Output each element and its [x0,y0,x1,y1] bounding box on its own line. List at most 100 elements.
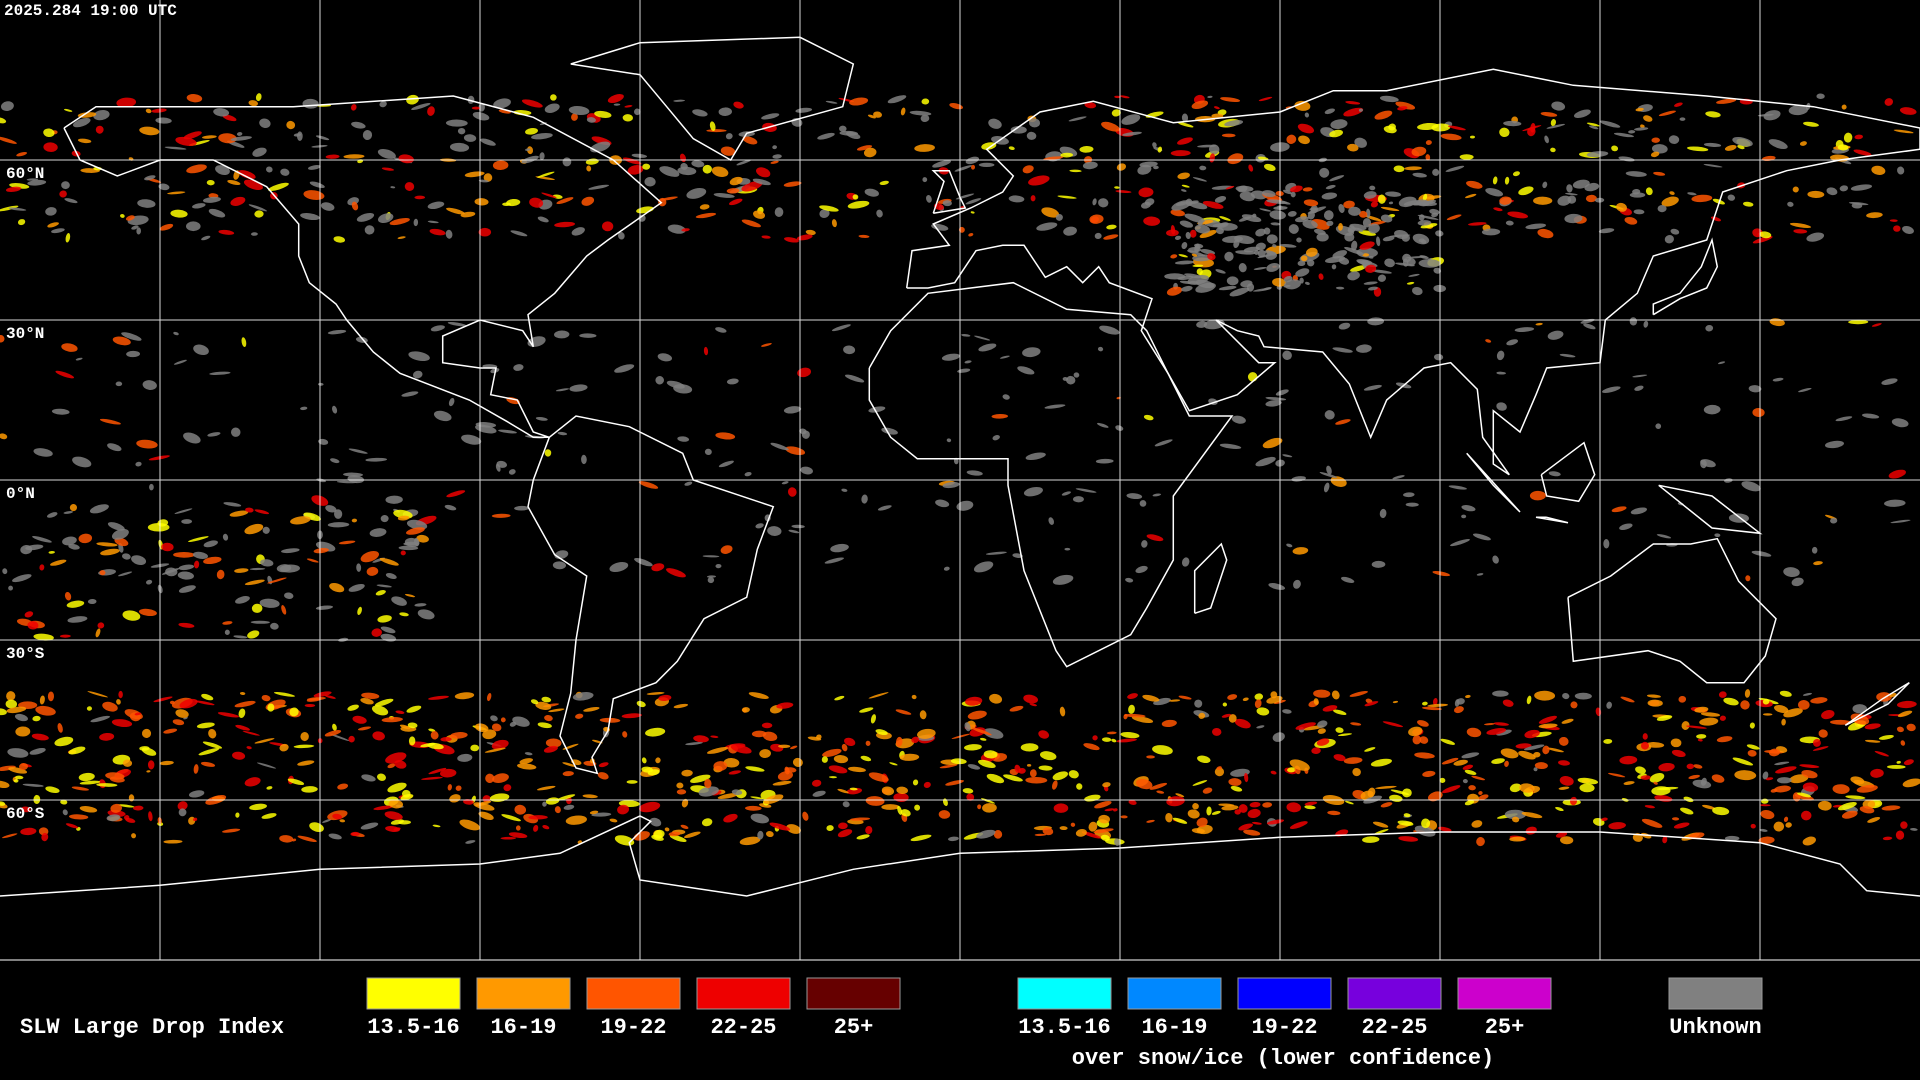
cloud-patch [1818,729,1828,738]
cloud-patch [1679,117,1686,121]
cloud-patch [1363,191,1377,199]
cloud-patch [66,600,85,608]
cloud-patch [1372,269,1392,274]
cloud-patch [1388,123,1396,131]
cloud-patch [588,184,609,190]
cloud-patch [1438,826,1452,832]
cloud-patch [1026,764,1032,767]
legend-swatch [1347,977,1442,1010]
coastlines [0,36,1920,897]
cloud-patch [711,166,729,177]
cloud-patch [1368,223,1380,234]
cloud-patch [169,700,175,705]
cloud-patch [1661,196,1679,207]
cloud-patch [65,233,71,243]
cloud-patch [1566,184,1573,193]
cloud-patch [107,522,125,531]
cloud-patch [1014,764,1021,773]
cloud-patch [550,94,557,101]
cloud-patch [1546,747,1564,753]
cloud-patch [1227,694,1238,700]
cloud-patch [1774,761,1790,766]
cloud-patch [1221,133,1236,138]
cloud-patch [1029,703,1037,707]
cloud-patch [112,336,131,346]
cloud-patch [1559,776,1574,786]
cloud-patch [1577,777,1599,785]
cloud-patch [380,515,389,523]
cloud-patch [1191,253,1198,257]
cloud-patch [1296,237,1302,243]
cloud-patch [20,806,31,813]
cloud-patch [1380,214,1393,223]
cloud-patch [33,633,54,641]
cloud-patch [385,826,400,832]
cloud-patch [819,208,830,218]
cloud-patch [1305,247,1318,257]
cloud-patch [131,225,139,230]
cloud-patch [521,99,543,108]
cloud-patch [767,526,782,536]
cloud-patch [1286,802,1302,813]
cloud-patch [1608,822,1626,830]
cloud-patch [1647,699,1663,707]
cloud-patch [1620,696,1635,703]
cloud-patch [1224,251,1234,262]
cloud-patch [87,691,108,698]
cloud-patch [120,214,125,218]
cloud-patch [64,108,73,112]
cloud-patch [99,732,115,741]
cloud-patch [1270,222,1281,226]
cloud-patch [1878,735,1894,740]
cloud-patch [1023,486,1043,497]
cloud-patch [1542,181,1548,189]
cloud-patch [357,606,362,615]
cloud-patch [752,178,771,186]
cloud-patch [12,574,32,583]
cloud-patch [1611,506,1627,513]
cloud-patch [1445,165,1465,172]
cloud-patch [594,110,612,118]
cloud-patch [1265,251,1278,260]
cloud-patch [1376,236,1381,247]
cloud-patch [911,694,917,700]
cloud-patch [1374,828,1389,835]
cloud-patch [261,813,277,819]
cloud-patch [234,568,249,573]
cloud-patch [856,834,870,840]
cloud-patch [1218,285,1237,291]
cloud-patch [1003,774,1023,782]
cloud-patch [1335,286,1345,290]
cloud-patch [1196,817,1208,828]
cloud-patch [1202,787,1213,794]
cloud-patch [1797,792,1812,798]
cloud-patch [713,761,728,771]
cloud-patch [286,120,296,130]
cloud-patch [1362,218,1372,228]
cloud-patch [137,199,156,208]
cloud-patch [1023,694,1038,704]
cloud-patch [465,840,476,844]
cloud-patch [377,615,392,623]
cloud-patch [1628,130,1636,134]
cloud-patch [968,233,974,237]
cloud-patch [1157,146,1163,153]
cloud-patch [1538,723,1558,729]
coastline [868,281,1234,668]
cloud-patch [138,608,157,617]
cloud-patch [1623,781,1635,786]
cloud-patch [527,146,534,155]
cloud-patch [460,211,476,218]
cloud-patch [1658,110,1676,117]
cloud-patch [2,833,18,839]
cloud-patch [870,714,877,724]
cloud-patch [1884,499,1906,507]
cloud-patch [360,822,379,830]
cloud-patch [1154,439,1173,447]
cloud-patch [783,181,802,187]
cloud-patch [255,93,262,102]
cloud-patch [347,704,359,711]
cloud-patch [1688,832,1705,840]
cloud-patch [68,814,89,820]
cloud-patch [325,505,337,513]
